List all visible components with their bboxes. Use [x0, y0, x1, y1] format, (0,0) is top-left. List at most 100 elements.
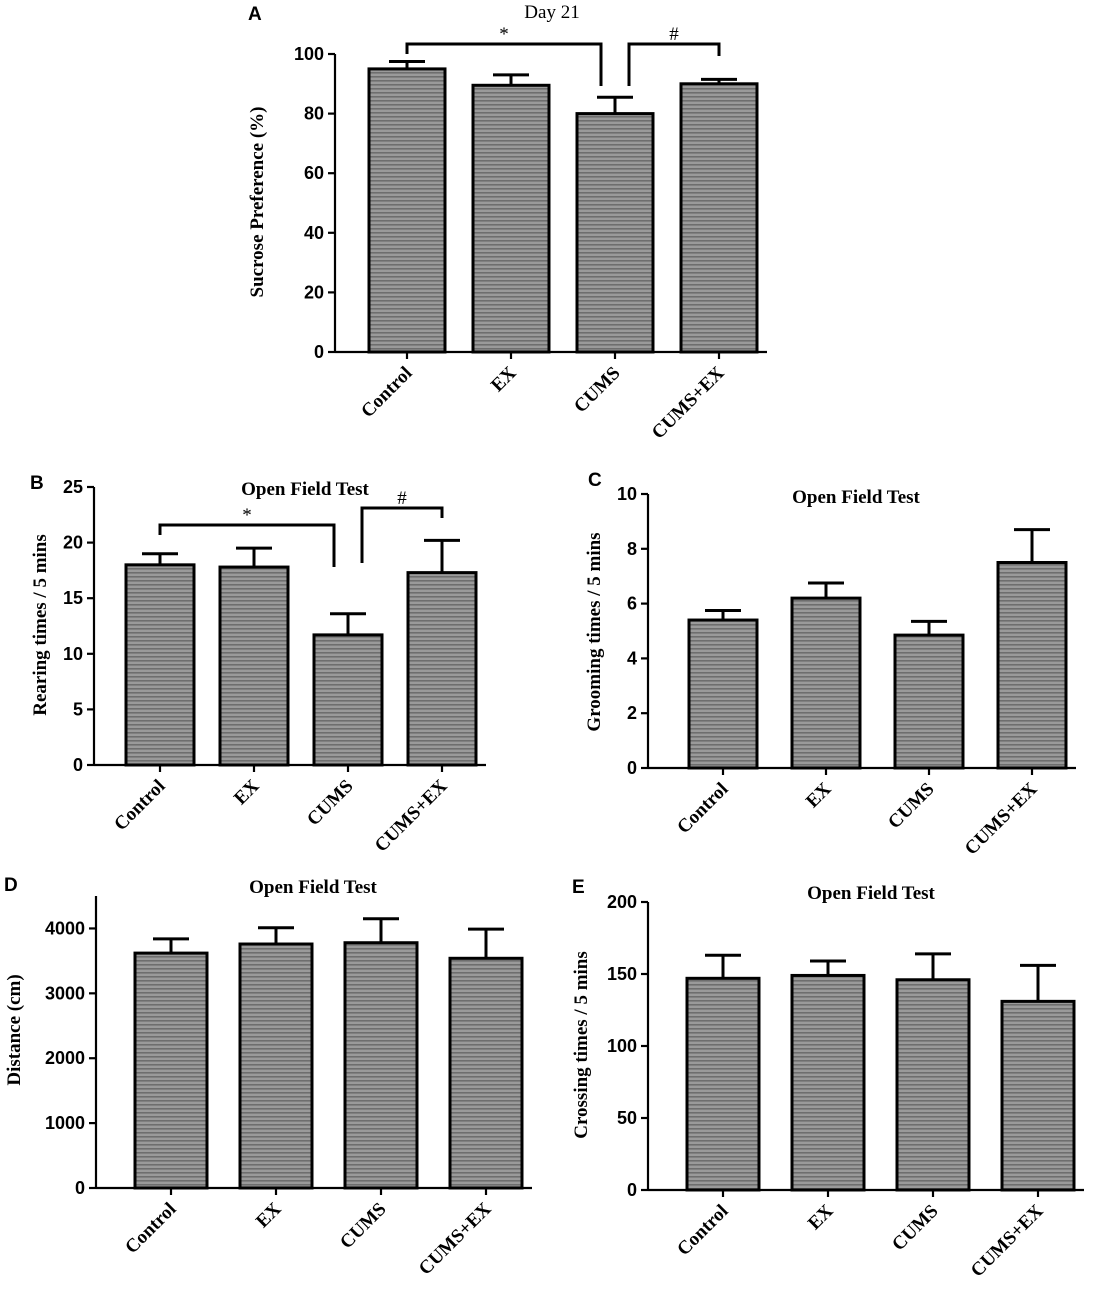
bar-control: [687, 618, 759, 770]
bar-ex: [471, 83, 551, 354]
plot-area-e: 0 50 100 150 200 Control EX CUMS CUMS+EX: [607, 892, 1084, 1281]
bar-cums: [895, 978, 971, 1192]
panel-d: D Open Field Test Distance (cm) 0 1000 200…: [4, 875, 532, 1279]
y-tick-label: 0: [314, 342, 324, 362]
panel-letter-b: B: [30, 473, 44, 494]
y-tick-label: 0: [75, 1178, 85, 1198]
y-axis-label-e: Crossing times / 5 mins: [571, 951, 592, 1139]
y-tick-label: 60: [304, 163, 324, 183]
y-tick-label: 8: [627, 539, 637, 559]
x-tick-label: EX: [487, 362, 521, 396]
y-tick-label: 80: [304, 104, 324, 124]
panel-letter-a: A: [248, 4, 262, 25]
significance-bracket: [627, 42, 721, 86]
y-tick-label: 25: [63, 477, 83, 497]
y-tick-label: 200: [607, 892, 637, 912]
bar-cums-plus-ex: [679, 82, 759, 354]
bar-control: [367, 67, 447, 354]
y-tick-label: 2: [627, 703, 637, 723]
y-axis-label-a: Sucrose Preference (%): [247, 107, 268, 298]
bar-cums: [575, 112, 655, 354]
significance-label: #: [397, 488, 407, 509]
bar-ex: [790, 596, 862, 770]
y-tick-label: 40: [304, 223, 324, 243]
bar-cums-plus-ex: [448, 956, 524, 1190]
x-tick-label: Control: [121, 1199, 180, 1258]
chart-title-a: Day 21: [524, 2, 579, 23]
x-tick-label: Control: [357, 363, 416, 422]
chart-title-d: Open Field Test: [249, 877, 377, 898]
y-tick-label: 100: [607, 1036, 637, 1056]
y-axis-label-b: Rearing times / 5 mins: [30, 534, 51, 716]
y-tick-label: 0: [627, 758, 637, 778]
y-tick-label: 5: [73, 699, 83, 719]
bar-control: [133, 951, 209, 1190]
y-tick-label: 150: [607, 964, 637, 984]
y-tick-label: 10: [617, 484, 637, 504]
plot-area-d: 0 1000 2000 3000 4000 Control EX CUMS CUMS+EX: [45, 896, 532, 1279]
panel-letter-e: E: [572, 877, 585, 898]
bar-ex: [218, 565, 290, 767]
y-axis-label-d: Distance (cm): [4, 974, 25, 1085]
y-tick-label: 2000: [45, 1048, 85, 1068]
significance-bracket: [405, 42, 603, 86]
significance-label: *: [242, 505, 252, 526]
significance-label: #: [669, 24, 679, 45]
y-tick-label: 6: [627, 594, 637, 614]
x-tick-label: CUMS+EX: [648, 362, 729, 443]
y-axis-label-c: Grooming times / 5 mins: [584, 532, 605, 731]
y-tick-label: 10: [63, 644, 83, 664]
x-tick-label: Control: [673, 779, 732, 838]
x-tick-label: CUMS: [888, 1201, 942, 1255]
x-tick-label: CUMS: [884, 779, 938, 833]
x-tick-label: CUMS: [336, 1199, 390, 1253]
bar-ex: [238, 942, 314, 1190]
significance-bracket: [360, 506, 444, 563]
y-tick-label: 20: [304, 282, 324, 302]
panel-a: A Day 21 Sucrose Preference (%) 0 20 40 60 8…: [247, 2, 767, 443]
panel-letter-d: D: [4, 875, 18, 896]
panel-b: B Open Field Test Rearing times / 5 mins…: [30, 473, 486, 856]
bar-control: [124, 563, 196, 767]
bar-ex: [790, 973, 866, 1192]
significance-bracket: [158, 523, 336, 567]
y-tick-label: 0: [627, 1180, 637, 1200]
bar-cums-plus-ex: [406, 571, 478, 767]
x-tick-label: CUMS+EX: [961, 778, 1042, 859]
x-tick-label: CUMS: [303, 776, 357, 830]
bar-cums: [312, 633, 384, 767]
x-tick-label: CUMS+EX: [415, 1198, 496, 1279]
y-tick-label: 100: [294, 44, 324, 64]
chart-title-e: Open Field Test: [807, 883, 935, 904]
chart-title-b: Open Field Test: [241, 479, 369, 500]
x-tick-label: CUMS+EX: [371, 775, 452, 856]
x-tick-label: EX: [804, 1200, 838, 1234]
y-tick-label: 15: [63, 588, 83, 608]
x-tick-label: Control: [673, 1201, 732, 1260]
bar-cums-plus-ex: [996, 561, 1068, 770]
y-tick-label: 4: [627, 648, 637, 668]
plot-area-a: 0 20 40 60 80 100 Control EX CUMS CUMS+EX * #: [294, 24, 767, 443]
bar-cums-plus-ex: [1000, 999, 1076, 1192]
x-tick-label: EX: [252, 1198, 286, 1232]
bar-control: [685, 976, 761, 1192]
x-tick-label: Control: [110, 776, 169, 835]
plot-area-b: 0 5 10 15 20 25 Control EX CUMS CUMS+EX * #: [63, 477, 486, 856]
y-tick-label: 3000: [45, 983, 85, 1003]
bar-cums: [343, 941, 419, 1190]
plot-area-c: 0 2 4 6 8 10 Control EX CUMS CUMS+EX: [617, 484, 1076, 859]
x-tick-label: EX: [230, 775, 264, 809]
y-tick-label: 50: [617, 1108, 637, 1128]
chart-title-c: Open Field Test: [792, 487, 920, 508]
panel-c: C Open Field Test Grooming times / 5 min…: [584, 470, 1076, 859]
panel-e: E Open Field Test Crossing times / 5 min…: [571, 877, 1084, 1281]
x-tick-label: EX: [802, 778, 836, 812]
y-tick-label: 4000: [45, 918, 85, 938]
x-tick-label: CUMS+EX: [967, 1200, 1048, 1281]
y-tick-label: 0: [73, 755, 83, 775]
y-tick-label: 1000: [45, 1113, 85, 1133]
bar-cums: [893, 633, 965, 770]
significance-label: *: [499, 24, 509, 45]
x-tick-label: CUMS: [570, 363, 624, 417]
